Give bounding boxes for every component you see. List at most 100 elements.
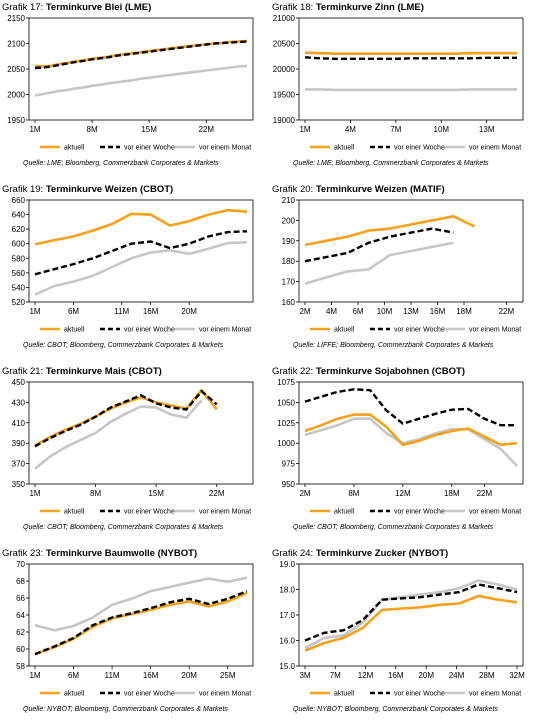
- y-tick-label: 600: [12, 240, 26, 249]
- y-tick-label: 19.0: [279, 560, 295, 569]
- legend-label-woche: vor einer Woche: [394, 509, 445, 516]
- x-tick-label: 16M: [143, 671, 159, 680]
- y-tick-label: 180: [282, 257, 296, 266]
- chart-panel-2: Grafik 18: Terminkurve Zinn (LME) 19000 19…: [270, 0, 532, 176]
- x-tick-label: 12M: [395, 489, 411, 498]
- x-tick-label: 28M: [479, 671, 495, 680]
- series-line-woche: [304, 56, 517, 60]
- x-tick-label: 8M: [348, 489, 359, 498]
- series-line-woche: [34, 230, 248, 276]
- chart-title: Grafik 23: Terminkurve Baumwolle (NYBOT): [2, 548, 197, 559]
- chart-source: Quelle: NYBOT; Bloomberg, Commerzbank Co…: [23, 706, 228, 713]
- chart-svg: Grafik 23: Terminkurve Baumwolle (NYBOT)…: [2, 548, 254, 713]
- legend-label-monat: vor einem Monat: [199, 145, 251, 152]
- chart-panel-3: Grafik 19: Terminkurve Weizen (CBOT) 520 5…: [0, 182, 262, 358]
- legend-label-monat: vor einem Monat: [199, 327, 251, 334]
- y-tick-label: 17.0: [279, 611, 295, 620]
- chart-svg: Grafik 20: Terminkurve Weizen (MATIF) 160…: [272, 184, 524, 349]
- chart-source: Quelle: CBOT; Bloomberg, Commerzbank Cor…: [23, 342, 224, 349]
- chart-svg: Grafik 22: Terminkurve Sojabohnen (CBOT)…: [272, 366, 524, 531]
- x-tick-label: 1M: [29, 489, 40, 498]
- x-tick-label: 15M: [141, 125, 157, 134]
- chart-title: Grafik 17: Terminkurve Blei (LME): [2, 2, 151, 13]
- x-tick-label: 12M: [358, 671, 374, 680]
- x-tick-label: 18M: [444, 489, 460, 498]
- chart-title-prefix: Grafik 19:: [2, 184, 46, 195]
- y-tick-label: 200: [282, 216, 296, 225]
- plot-area: [298, 381, 524, 485]
- plot-area: [298, 17, 524, 121]
- series-line-aktuell: [34, 39, 248, 68]
- chart-title-main: Terminkurve Weizen (CBOT): [46, 184, 173, 195]
- series-line-monat: [34, 399, 203, 470]
- x-tick-label: 10M: [434, 125, 450, 134]
- chart-panel-6: Grafik 22: Terminkurve Sojabohnen (CBOT)…: [270, 364, 532, 540]
- x-tick-label: 13M: [479, 125, 495, 134]
- legend-label-aktuell: aktuell: [334, 691, 355, 698]
- y-tick-label: 19500: [273, 91, 296, 100]
- chart-title-prefix: Grafik 24:: [272, 548, 316, 559]
- chart-title-prefix: Grafik 23:: [2, 548, 46, 559]
- legend-label-monat: vor einem Monat: [199, 691, 251, 698]
- y-tick-label: 2150: [7, 14, 25, 23]
- series-line-monat: [304, 579, 518, 650]
- chart-title-main: Terminkurve Blei (LME): [46, 2, 151, 13]
- chart-panel-8: Grafik 24: Terminkurve Zucker (NYBOT) 15.…: [270, 546, 532, 722]
- x-tick-label: 8M: [87, 125, 98, 134]
- x-tick-label: 22M: [209, 489, 225, 498]
- series-line-woche: [34, 390, 218, 448]
- series-line-monat: [304, 417, 518, 467]
- chart-title: Grafik 20: Terminkurve Weizen (MATIF): [272, 184, 445, 195]
- x-tick-label: 20M: [181, 307, 197, 316]
- y-tick-label: 1050: [277, 398, 295, 407]
- series-line-aktuell: [304, 413, 518, 447]
- x-tick-label: 20M: [418, 671, 434, 680]
- x-tick-label: 1M: [299, 125, 310, 134]
- y-tick-label: 620: [12, 225, 26, 234]
- chart-title-prefix: Grafik 17:: [2, 2, 46, 13]
- x-tick-label: 2M: [299, 307, 310, 316]
- plot-area: [28, 381, 254, 485]
- x-tick-label: 22M: [198, 125, 214, 134]
- y-tick-label: 66: [16, 594, 25, 603]
- y-tick-label: 660: [12, 196, 26, 205]
- chart-panel-1: Grafik 17: Terminkurve Blei (LME) 1950 200…: [0, 0, 262, 176]
- x-tick-label: 22M: [477, 489, 493, 498]
- y-tick-label: 410: [12, 419, 26, 428]
- y-tick-label: 350: [12, 480, 26, 489]
- legend-label-aktuell: aktuell: [334, 327, 355, 334]
- y-tick-label: 190: [282, 237, 296, 246]
- x-tick-label: 16M: [388, 671, 404, 680]
- x-tick-label: 7M: [390, 125, 401, 134]
- series-line-monat: [34, 64, 248, 97]
- x-tick-label: 32M: [509, 671, 525, 680]
- x-tick-label: 6M: [352, 307, 363, 316]
- legend-label-woche: vor einer Woche: [394, 691, 445, 698]
- chart-title-main: Terminkurve Mais (CBOT): [46, 366, 162, 377]
- chart-title-main: Terminkurve Baumwolle (NYBOT): [46, 548, 197, 559]
- chart-source: Quelle: LME; Bloomberg, Commerzbank Corp…: [293, 160, 489, 167]
- x-tick-label: 1M: [29, 307, 40, 316]
- legend-label-aktuell: aktuell: [64, 509, 85, 516]
- chart-svg: Grafik 19: Terminkurve Weizen (CBOT) 520 5…: [2, 184, 254, 349]
- chart-source: Quelle: CBOT; Bloomberg, Commerzbank Cor…: [293, 524, 494, 531]
- legend-label-woche: vor einer Woche: [124, 509, 175, 516]
- legend-label-aktuell: aktuell: [64, 327, 85, 334]
- legend-label-aktuell: aktuell: [334, 509, 355, 516]
- y-tick-label: 15.0: [279, 662, 295, 671]
- y-tick-label: 1025: [277, 419, 295, 428]
- chart-title: Grafik 19: Terminkurve Weizen (CBOT): [2, 184, 173, 195]
- y-tick-label: 19000: [273, 116, 296, 125]
- y-tick-label: 70: [16, 560, 25, 569]
- legend-label-woche: vor einer Woche: [124, 145, 175, 152]
- chart-svg: Grafik 21: Terminkurve Mais (CBOT) 350 370…: [2, 366, 254, 531]
- chart-title: Grafik 24: Terminkurve Zucker (NYBOT): [272, 548, 448, 559]
- x-tick-label: 16M: [430, 307, 446, 316]
- y-tick-label: 540: [12, 283, 26, 292]
- legend-label-monat: vor einem Monat: [469, 691, 521, 698]
- y-tick-label: 160: [282, 298, 296, 307]
- series-line-woche: [34, 590, 248, 656]
- y-tick-label: 1950: [7, 116, 25, 125]
- legend-label-aktuell: aktuell: [64, 145, 85, 152]
- y-tick-label: 21000: [273, 14, 296, 23]
